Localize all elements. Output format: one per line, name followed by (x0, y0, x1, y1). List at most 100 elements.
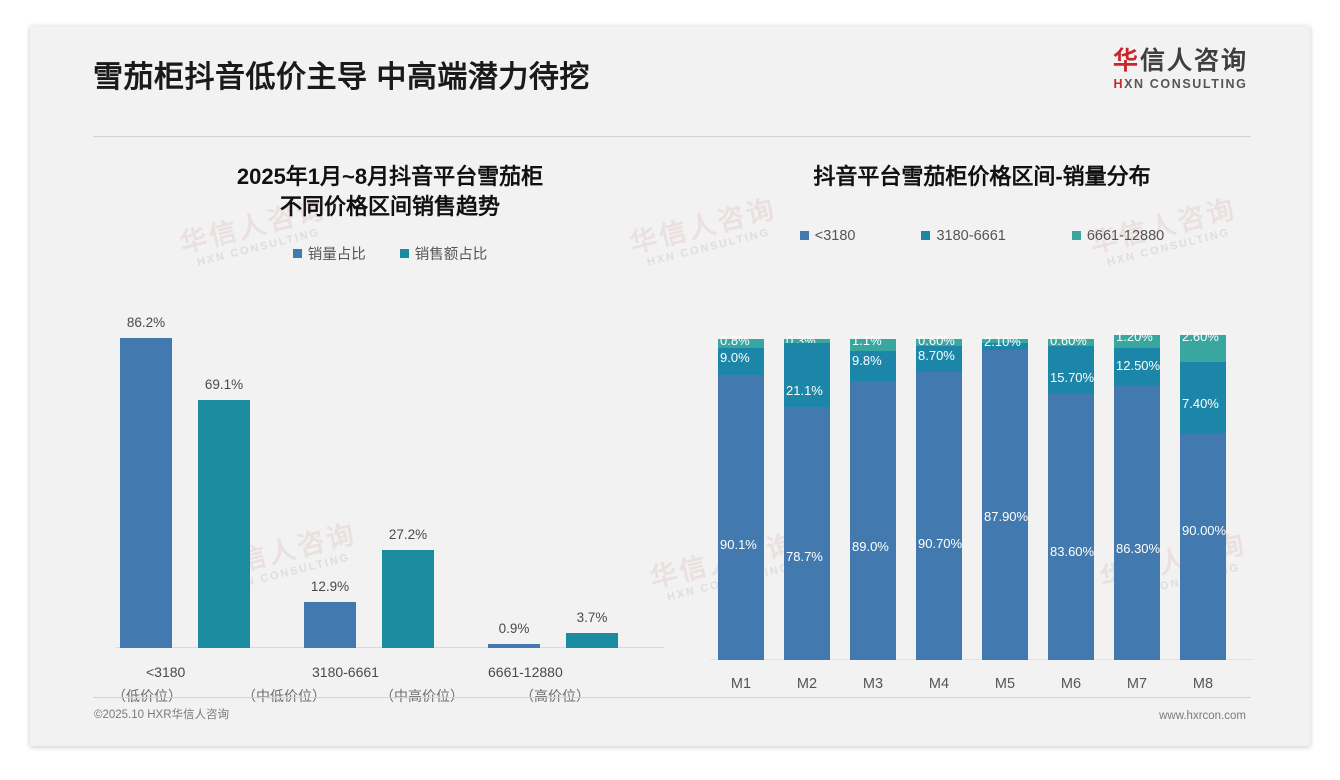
logo-en-rest: XN CONSULTING (1124, 77, 1248, 92)
segment-mid[interactable]: 15.70% (1048, 346, 1094, 394)
footer-website[interactable]: www.hxrcon.com (1159, 710, 1246, 722)
segment-high[interactable]: 1.20% (1114, 329, 1160, 348)
segment-low[interactable]: 78.7% (784, 407, 830, 660)
segment-label: 87.90% (984, 508, 1029, 524)
stacked-bar-m7[interactable]: 1.20% 12.50% 86.30% (1114, 329, 1160, 660)
segment-high[interactable]: 0.60% (916, 333, 962, 348)
segment-label: 90.70% (918, 535, 963, 551)
footer-copyright: ©2025.10 HXR华信人咨询 (94, 709, 230, 721)
legend-item-sales-volume[interactable]: 销量占比 (292, 243, 366, 264)
x-label-tier-mid-low: （中低价位） (242, 688, 326, 704)
x-label-m1: M1 (730, 676, 752, 692)
segment-low[interactable]: 89.0% (850, 381, 896, 660)
left-chart-legend: 销量占比 销售额占比 (90, 243, 690, 264)
segment-mid[interactable]: 12.50% (1114, 348, 1160, 386)
bar[interactable] (198, 400, 250, 648)
segment-mid[interactable]: 9.0% (718, 348, 764, 375)
segment-mid[interactable]: 9.8% (850, 351, 896, 381)
logo-chinese: 华信人咨询 (1113, 48, 1248, 74)
segment-mid[interactable]: 21.1% (784, 343, 830, 407)
bar-column[interactable]: 69.1% (198, 377, 250, 648)
stacked-bar-m8[interactable]: 2.60% 7.40% 90.00% (1180, 329, 1226, 660)
segment-label: 0.60% (1050, 333, 1087, 348)
legend-swatch-icon (799, 231, 809, 241)
stacked-bar-m3[interactable]: 1.1% 9.8% 89.0% (850, 333, 896, 660)
legend-item-3180-6661[interactable]: 3180-6661 (921, 227, 1006, 244)
logo-english: HXN CONSULTING (1113, 77, 1248, 91)
bar[interactable] (304, 602, 356, 648)
x-label-price-high: 6661-12880 (488, 664, 563, 680)
legend-item-under-3180[interactable]: <3180 (799, 228, 855, 244)
page-title: 雪茄柜抖音低价主导 中高端潜力待挖 (93, 61, 590, 94)
stacked-bar-m5[interactable]: 0.40% 2.10% 87.90% (982, 334, 1028, 660)
legend-item-sales-amount[interactable]: 销售额占比 (399, 243, 487, 264)
stacked-bar-m6[interactable]: 0.60% 15.70% 83.60% (1048, 333, 1094, 660)
bar-column[interactable]: 12.9% (304, 579, 356, 648)
segment-mid[interactable]: 2.10% (982, 334, 1028, 350)
segment-low[interactable]: 90.70% (916, 372, 962, 660)
left-chart-title-line2: 不同价格区间销售趋势 (279, 193, 500, 219)
segment-mid[interactable]: 8.70% (916, 346, 962, 372)
left-chart-title-line1: 2025年1月~8月抖音平台雪茄柜 (236, 164, 544, 189)
x-label-tier-high: （高价位） (520, 688, 590, 704)
logo-rest-chars: 信人咨询 (1139, 47, 1248, 75)
x-label-tier-low: （低价位） (112, 688, 182, 704)
segment-low[interactable]: 90.00% (1180, 434, 1226, 660)
segment-label: 1.1% (852, 333, 882, 348)
segment-label: 86.30% (1116, 540, 1161, 556)
bar-column[interactable]: 27.2% (382, 527, 434, 648)
segment-high[interactable]: 2.60% (1180, 329, 1226, 362)
legend-item-6661-12880[interactable]: 6661-12880 (1071, 227, 1165, 244)
segment-low[interactable]: 87.90% (982, 350, 1028, 660)
segment-low[interactable]: 90.1% (718, 375, 764, 660)
bar[interactable] (120, 338, 172, 648)
legend-label: 3180-6661 (936, 227, 1006, 244)
bar-value-label: 12.9% (310, 579, 350, 594)
stacked-bar-m4[interactable]: 0.60% 8.70% 90.70% (916, 333, 962, 660)
legend-swatch-icon (399, 249, 409, 259)
segment-label: 90.00% (1182, 522, 1227, 538)
segment-label: 12.50% (1116, 358, 1161, 373)
x-label-m6: M6 (1060, 676, 1082, 692)
segment-label: 83.60% (1050, 543, 1095, 559)
x-label-m7: M7 (1126, 676, 1148, 692)
slide: 华信人咨询 HXN CONSULTING 华信人咨询 HXN CONSULTING … (30, 26, 1310, 746)
bar-column[interactable]: 0.9% (488, 621, 540, 648)
bar[interactable] (488, 644, 540, 648)
segment-mid[interactable]: 7.40% (1180, 362, 1226, 434)
bar[interactable] (566, 633, 618, 648)
left-chart-x-labels: <3180 （低价位） 3180-6661 （中低价位） （中高价位） 6661… (90, 650, 690, 706)
stacked-bar-m2[interactable]: 0.3% 21.1% 78.7% (784, 333, 830, 660)
bar-group: 86.2% 69.1% (120, 315, 250, 648)
left-chart-panel: 2025年1月~8月抖音平台雪茄柜 不同价格区间销售趋势 销量占比 销售额占比 … (90, 144, 690, 704)
segment-label: 9.0% (720, 350, 750, 365)
segment-high[interactable]: 0.60% (1048, 333, 1094, 348)
stacked-bar-m1[interactable]: 0.8% 9.0% 90.1% (718, 333, 764, 660)
bar-column[interactable]: 86.2% (120, 315, 172, 648)
legend-label: 6661-12880 (1086, 227, 1165, 244)
x-label-m5: M5 (994, 676, 1016, 692)
segment-label: 0.8% (720, 333, 750, 348)
x-label-price-mid: 3180-6661 (312, 664, 379, 680)
segment-label: 89.0% (852, 538, 889, 554)
bar-value-label: 3.7% (576, 610, 608, 625)
legend-label: 销量占比 (307, 247, 366, 264)
footer-divider (93, 697, 1251, 698)
bar-value-label: 27.2% (388, 527, 428, 542)
bar-column[interactable]: 3.7% (566, 610, 618, 648)
right-chart-title: 抖音平台雪茄柜价格区间-销量分布 (702, 162, 1262, 192)
header-divider (93, 136, 1251, 137)
segment-label: 7.40% (1182, 396, 1219, 411)
segment-label: 21.1% (786, 383, 823, 398)
bar-value-label: 0.9% (498, 621, 530, 636)
bar[interactable] (382, 550, 434, 648)
segment-high[interactable]: 0.40% (982, 339, 1028, 343)
segment-low[interactable]: 86.30% (1114, 386, 1160, 660)
x-label-m2: M2 (796, 676, 818, 692)
segment-low[interactable]: 83.60% (1048, 394, 1094, 660)
bar-group: 0.9% 3.7% (488, 610, 618, 648)
segment-high[interactable]: 1.1% (850, 333, 896, 351)
bar-value-label: 86.2% (126, 315, 166, 330)
segment-high[interactable]: 0.8% (718, 333, 764, 348)
slide-header: 雪茄柜抖音低价主导 中高端潜力待挖 华信人咨询 HXN CONSULTING (30, 26, 1310, 122)
